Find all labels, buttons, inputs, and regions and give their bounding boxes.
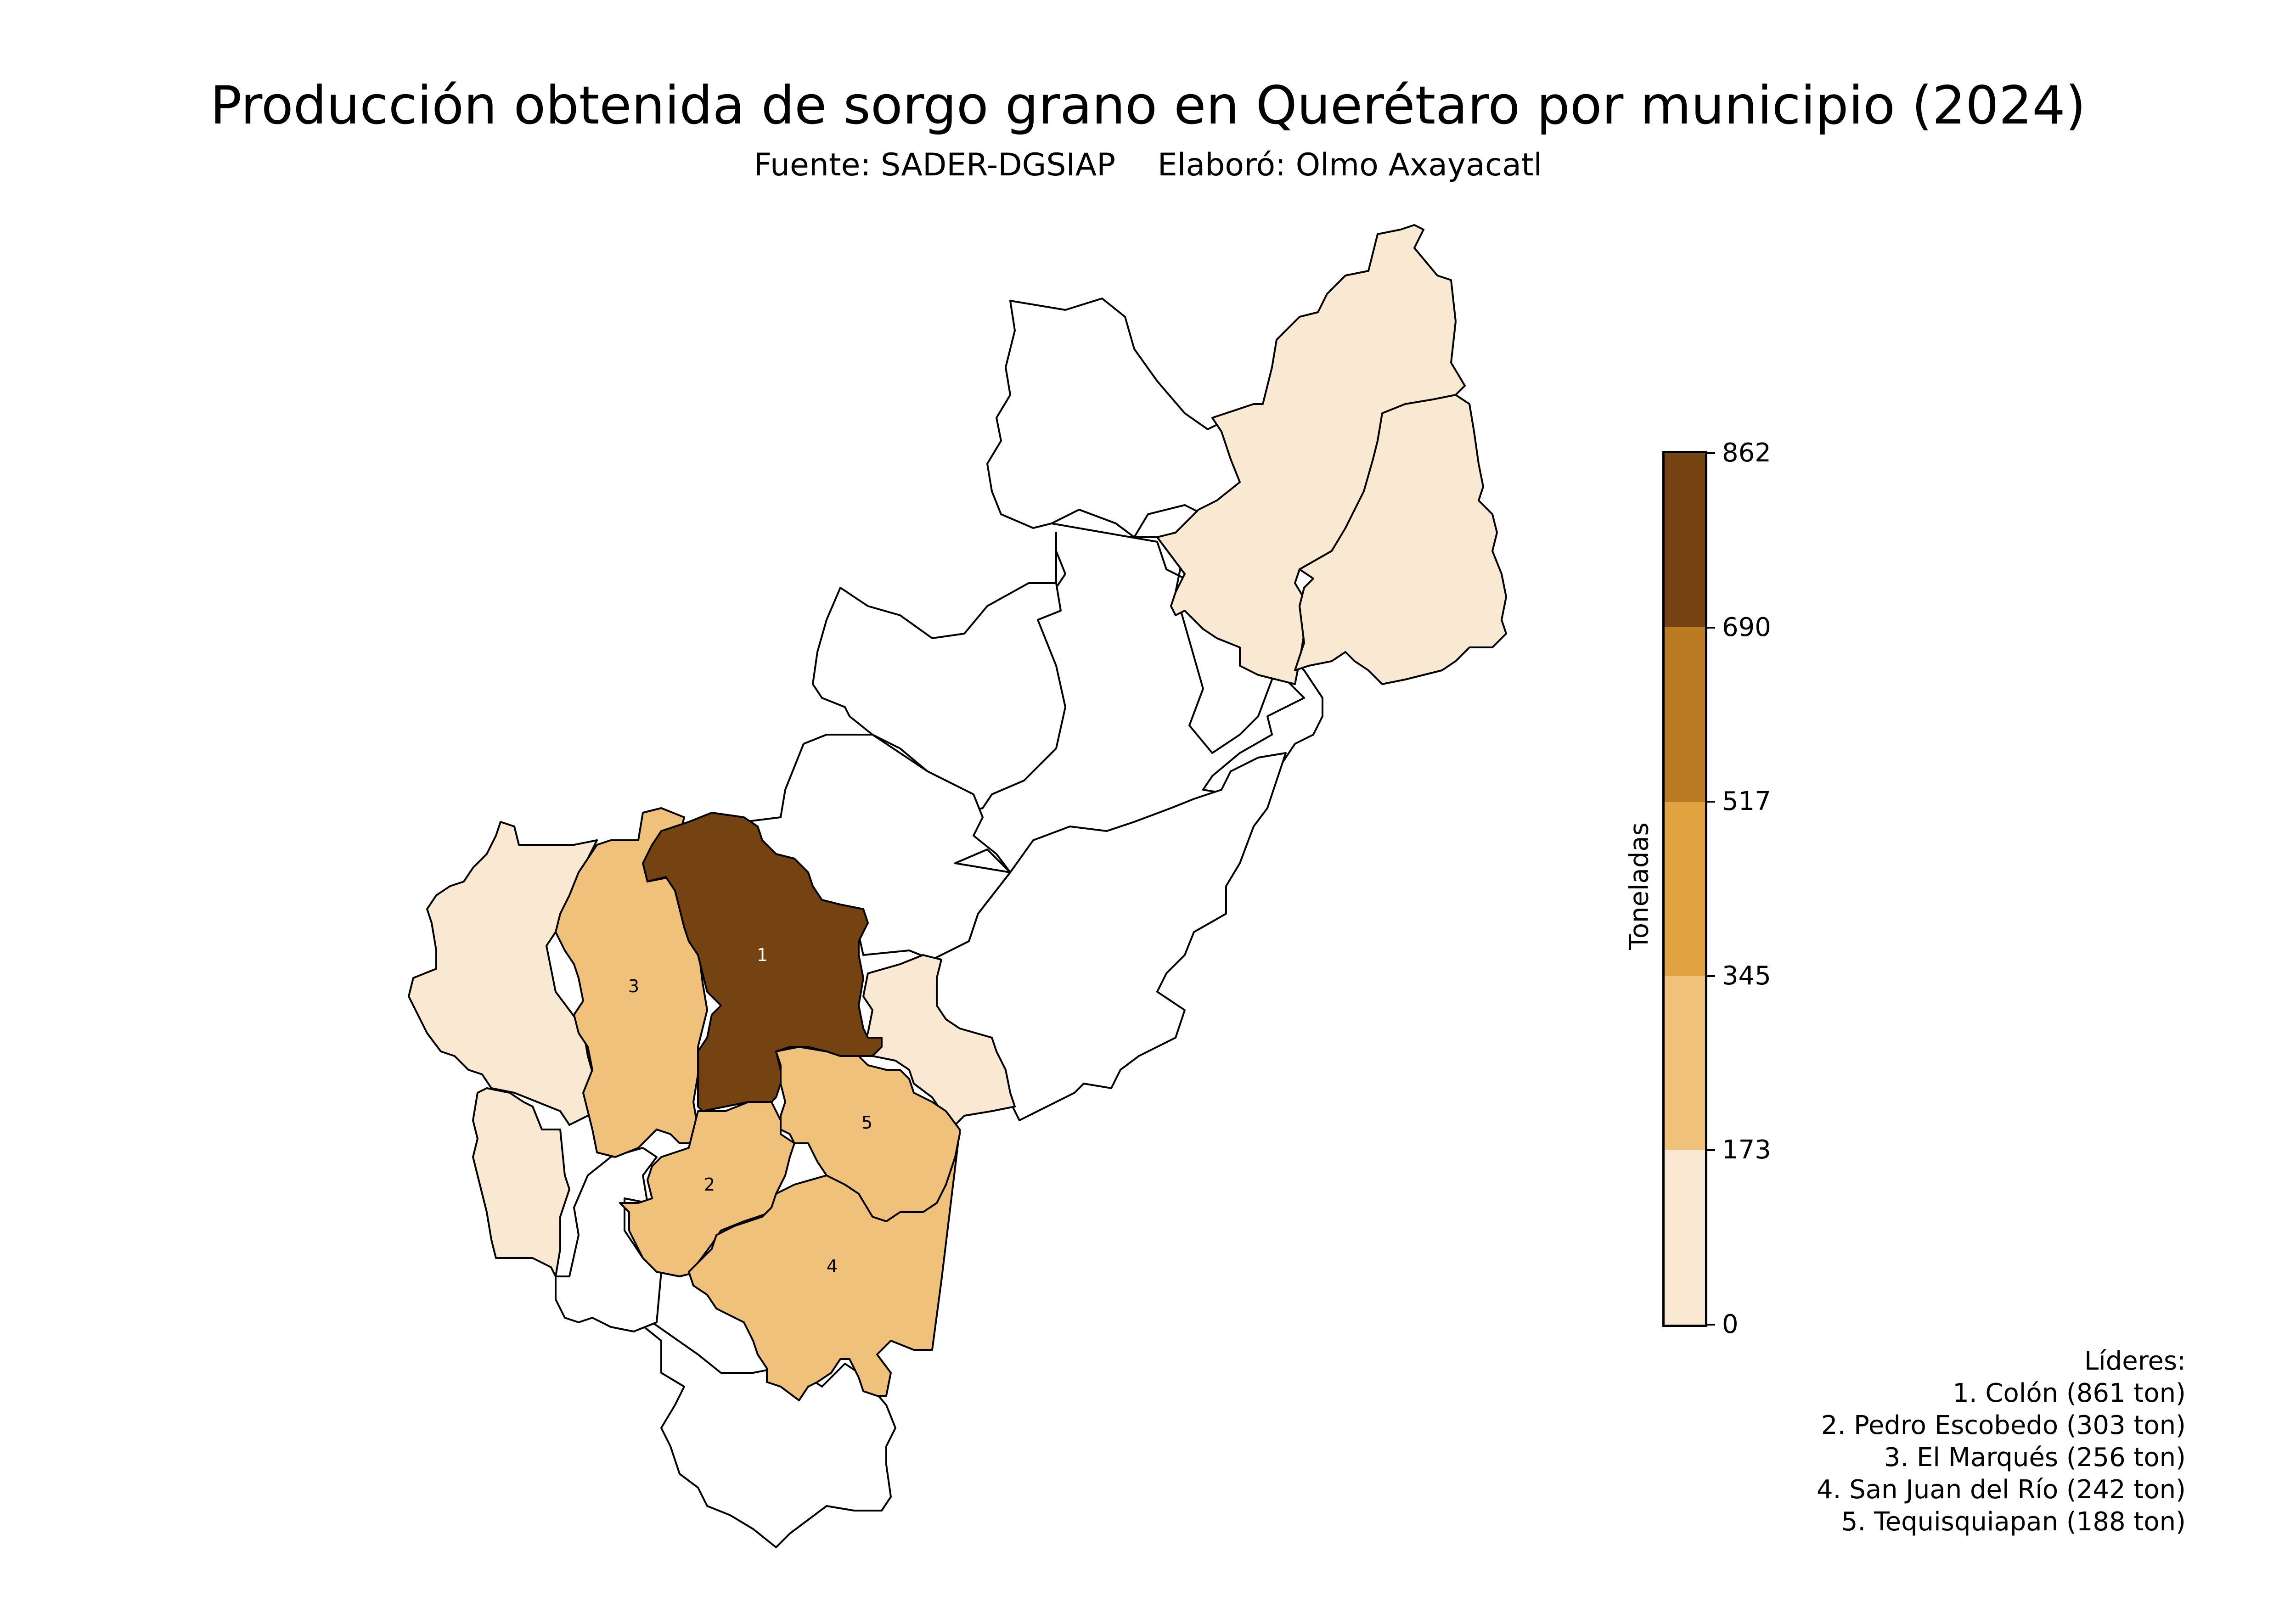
leader-item: 3. El Marqués (256 ton) [1884, 1443, 2186, 1472]
map-title: Producción obtenida de sorgo grano en Qu… [210, 75, 2086, 136]
map-rank-label: 5 [861, 1113, 872, 1133]
leader-item: 5. Tequisquiapan (188 ton) [1841, 1507, 2186, 1537]
colorbar-tick-label: 517 [1722, 787, 1771, 817]
colorbar-tick-mark [1705, 801, 1715, 803]
municipio-west-south [472, 1087, 570, 1277]
author-text: Elaboró: Olmo Axayacatl [1157, 147, 1542, 183]
leader-item: 1. Colón (861 ton) [1953, 1378, 2186, 1408]
municipio-colon [642, 812, 883, 1112]
colorbar-bin [1665, 1150, 1705, 1325]
colorbar-tick-label: 173 [1722, 1135, 1771, 1165]
colorbar-tick-label: 862 [1722, 438, 1771, 468]
leaders-list: Líderes: 1. Colón (861 ton) 2. Pedro Esc… [1817, 1345, 2186, 1538]
colorbar-tick-mark [1705, 1324, 1715, 1326]
colorbar-tick-mark [1705, 1149, 1715, 1152]
colorbar-bin [1665, 802, 1705, 976]
municipio-west [408, 821, 602, 1126]
municipio-tequisquiapan [775, 1046, 961, 1222]
colorbar-tick-mark [1705, 975, 1715, 977]
colorbar-tick-mark [1705, 452, 1715, 454]
colorbar-tick-label: 690 [1722, 612, 1771, 642]
municipio-center-north [812, 582, 1066, 818]
municipio-southwest [555, 1147, 662, 1332]
colorbar-bin [1665, 453, 1705, 627]
municipio-northeast-2 [1294, 394, 1507, 685]
source-text: Fuente: SADER-DGSIAP [754, 147, 1116, 183]
map-rank-label: 3 [628, 976, 639, 996]
municipio-northeast-1 [1156, 224, 1466, 685]
colorbar-title: Toneladas [1624, 822, 1654, 950]
map-rank-label: 2 [704, 1174, 715, 1195]
colorbar-tick-mark [1705, 626, 1715, 629]
map-rank-label: 1 [757, 945, 768, 965]
leader-item: 2. Pedro Escobedo (303 ton) [1821, 1410, 2186, 1440]
colorbar-tick-label: 0 [1722, 1309, 1739, 1339]
map-subtitle: Fuente: SADER-DGSIAP Elaboró: Olmo Axaya… [0, 147, 2296, 184]
colorbar-bin [1665, 627, 1705, 802]
municipio-north-west [986, 298, 1241, 538]
colorbar-bin [1665, 976, 1705, 1150]
leader-item: 4. San Juan del Río (242 ton) [1817, 1475, 2186, 1505]
map-rank-label: 4 [827, 1256, 838, 1276]
colorbar-tick-label: 345 [1722, 961, 1771, 991]
colorbar [1662, 451, 1707, 1327]
leaders-heading: Líderes: [2084, 1346, 2186, 1376]
